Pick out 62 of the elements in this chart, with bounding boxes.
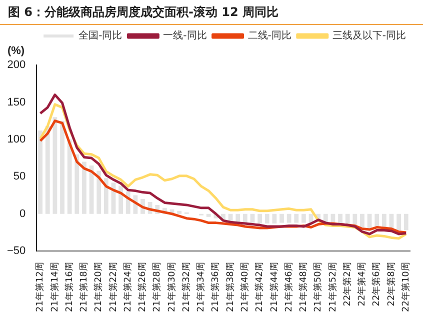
x-tick-label: 22年第10周 xyxy=(400,262,412,312)
bar xyxy=(242,214,248,223)
x-tick-label: 21年第12周 xyxy=(34,262,46,312)
bar xyxy=(38,130,43,214)
bar xyxy=(286,214,292,223)
x-tick-label: 21年第40周 xyxy=(240,262,251,312)
x-tick-label: 21年第52周 xyxy=(327,262,338,312)
x-tick-label: 22年第4周 xyxy=(356,262,368,306)
x-tick-label: 21年第20周 xyxy=(93,262,104,312)
bar xyxy=(352,214,358,226)
bar xyxy=(96,170,102,214)
y-tick-label: 150 xyxy=(7,96,26,108)
bar xyxy=(280,214,284,223)
bar xyxy=(404,214,408,230)
legend-label: 全国-同比 xyxy=(78,30,122,42)
bar xyxy=(60,120,64,214)
x-tick-label: 21年第18周 xyxy=(78,262,90,312)
x-tick-label: 21年第30周 xyxy=(166,262,178,312)
legend-label: 三线及以下-同比 xyxy=(332,30,406,42)
x-tick-label: 21年第14周 xyxy=(49,262,60,312)
y-tick-label: 50 xyxy=(13,170,26,183)
x-tick-label: 21年第32周 xyxy=(180,262,192,312)
bar xyxy=(236,214,240,222)
bar xyxy=(258,214,262,224)
bar xyxy=(272,214,277,224)
x-tick-label: 21年第16周 xyxy=(64,262,75,312)
x-tick-label: 21年第36周 xyxy=(210,262,222,312)
x-tick-label: 22年第6周 xyxy=(371,262,382,306)
y-axis-title: (%) xyxy=(7,45,25,58)
bar xyxy=(82,162,86,214)
x-tick-label: 22年第8周 xyxy=(386,262,397,306)
x-tick-label: 21年第28周 xyxy=(152,262,163,312)
y-tick-label: 100 xyxy=(7,133,26,146)
bar xyxy=(294,214,299,223)
x-tick-label: 21年第38周 xyxy=(224,262,236,312)
bar xyxy=(45,126,50,214)
x-tick-label: 21年第46周 xyxy=(283,262,294,312)
chart-title: 图 6：分能级商品房周度成交面积-滚动 12 周同比 xyxy=(0,0,423,25)
bar xyxy=(360,214,364,228)
y-tick-label: 0 xyxy=(20,208,26,220)
x-tick-label: 21年第50周 xyxy=(312,262,324,312)
x-tick-label: 21年第22周 xyxy=(108,262,119,312)
x-tick-label: 21年第26周 xyxy=(137,262,148,312)
legend-label: 一线-同比 xyxy=(163,30,207,42)
x-tick-label: 21年第42周 xyxy=(254,262,266,312)
bar xyxy=(302,214,306,223)
x-tick-label: 21年第34周 xyxy=(196,262,207,312)
x-tick-label: 22年第2周 xyxy=(342,262,353,306)
bar xyxy=(264,214,270,224)
x-tick-label: 21年第48周 xyxy=(298,262,310,312)
bar xyxy=(74,154,80,214)
x-tick-label: 21年第44周 xyxy=(268,262,280,312)
legend-label: 二线-同比 xyxy=(248,30,292,42)
bar xyxy=(67,139,72,214)
bar xyxy=(396,214,401,230)
y-tick-label: 200 xyxy=(7,59,26,72)
y-tick-label: −50 xyxy=(6,245,26,258)
bar xyxy=(104,178,108,214)
bar xyxy=(177,210,182,214)
x-tick-label: 21年第24周 xyxy=(122,262,134,312)
bar xyxy=(382,214,386,228)
bar xyxy=(250,214,255,223)
